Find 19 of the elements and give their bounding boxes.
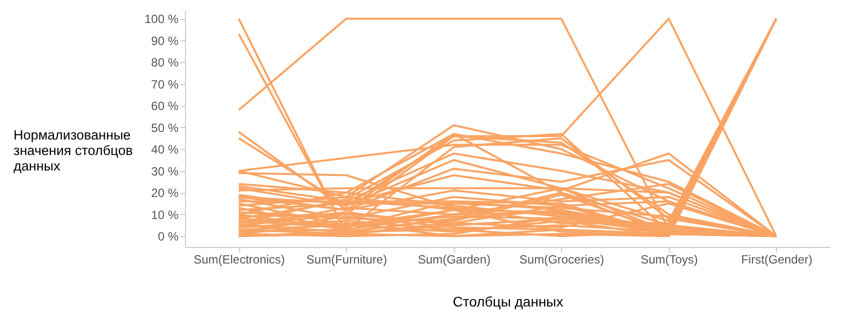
x-tick-label: Sum(Garden): [418, 252, 491, 266]
y-tick-label: 0 %: [158, 230, 179, 244]
y-axis-title: Нормализованные значения столбцов данных: [14, 128, 133, 174]
x-tick-label: Sum(Electronics): [194, 252, 285, 266]
x-tick-label: Sum(Groceries): [519, 252, 604, 266]
y-tick-label: 40 %: [151, 142, 179, 157]
y-tick-label: 80 %: [151, 56, 179, 70]
y-tick-label: 10 %: [151, 208, 179, 222]
y-tick-label: 100 %: [144, 12, 179, 26]
y-tick-label: 30 %: [151, 164, 179, 178]
x-tick-label: Sum(Toys): [640, 252, 698, 266]
y-tick-label: 20 %: [151, 186, 179, 200]
y-tick-label: 50 %: [151, 120, 179, 135]
y-tick-label: 90 %: [151, 34, 179, 48]
y-tick-label: 70 %: [151, 77, 179, 92]
x-tick-label: Sum(Furniture): [306, 252, 388, 266]
x-axis-title: Столбцы данных: [452, 294, 564, 310]
x-tick-label: First(Gender): [741, 252, 812, 266]
y-tick-label: 60 %: [151, 99, 179, 114]
